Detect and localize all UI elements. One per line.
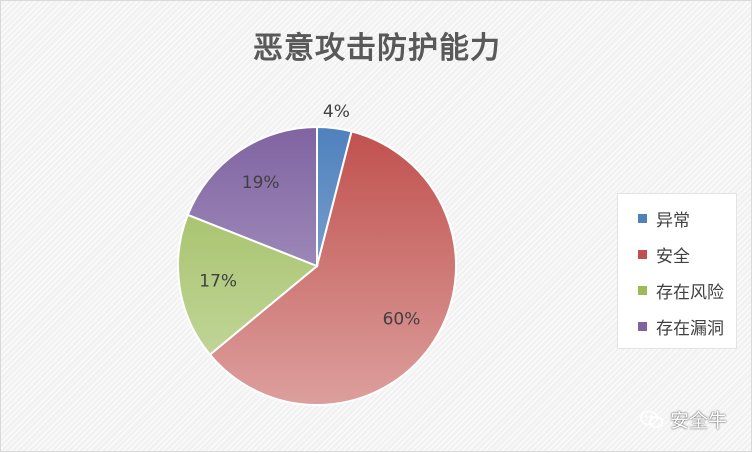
watermark-text: 安全牛 — [669, 410, 727, 432]
legend-swatch — [638, 213, 647, 223]
legend-swatch — [638, 285, 647, 295]
legend-item: 异常 — [618, 200, 736, 236]
pie-slice — [177, 213, 319, 357]
chart-title: 恶意攻击防护能力 — [253, 31, 501, 66]
legend-label: 存在漏洞 — [656, 318, 724, 339]
chart-legend: 异常 安全 存在风险 存在漏洞 — [617, 193, 737, 349]
legend-item: 安全 — [618, 236, 736, 272]
legend-label: 存在风险 — [656, 282, 724, 303]
legend-label: 安全 — [656, 246, 690, 267]
pie-data-label: 60% — [383, 310, 421, 330]
wechat-icon — [640, 410, 664, 430]
legend-swatch — [638, 321, 647, 331]
pie-data-label: 17% — [199, 272, 237, 292]
watermark: 安全牛 — [640, 406, 727, 433]
pie-data-label: 4% — [323, 102, 350, 122]
legend-item: 存在漏洞 — [618, 308, 736, 344]
legend-label: 异常 — [656, 210, 690, 231]
pie-slice — [208, 130, 458, 406]
legend-item: 存在风险 — [618, 272, 736, 308]
pie-slice — [186, 125, 318, 268]
legend-swatch — [638, 249, 647, 259]
pie-data-label: 19% — [242, 173, 280, 193]
